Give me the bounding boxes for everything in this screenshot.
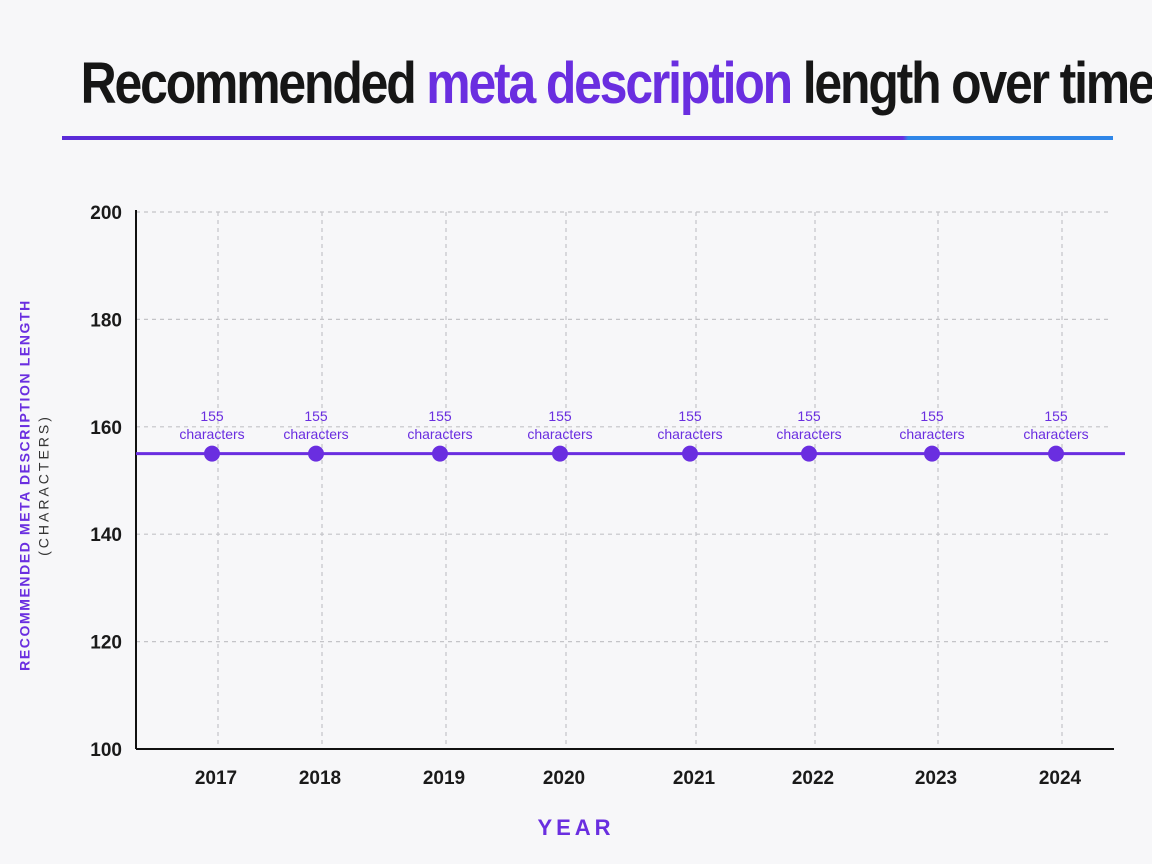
data-label-unit: characters: [899, 426, 964, 442]
data-label-value: 155: [200, 408, 224, 424]
data-label-unit: characters: [657, 426, 722, 442]
y-axis-subtitle: (CHARACTERS): [35, 414, 52, 556]
x-tick-label: 2024: [1039, 768, 1082, 789]
x-tick-label: 2021: [673, 768, 716, 789]
x-tick-label: 2023: [915, 768, 957, 789]
data-point: [204, 445, 220, 462]
x-tick-label: 2020: [543, 768, 585, 789]
x-axis-title: YEAR: [537, 815, 615, 840]
data-label-unit: characters: [1023, 426, 1088, 442]
data-point: [552, 445, 568, 462]
data-label-unit: characters: [527, 426, 592, 442]
data-label-unit: characters: [407, 426, 472, 442]
x-tick-label: 2017: [195, 768, 237, 789]
data-point: [682, 445, 698, 462]
x-tick-label: 2022: [792, 768, 834, 789]
title-underline: [62, 136, 1113, 140]
x-tick-label: 2019: [423, 768, 465, 789]
data-label-value: 155: [428, 408, 452, 424]
data-point: [432, 445, 448, 462]
data-label-unit: characters: [283, 426, 348, 442]
y-tick-label: 140: [90, 525, 122, 546]
title-highlight: meta description: [426, 51, 793, 116]
y-axis-title: RECOMMENDED META DESCRIPTION LENGTH: [16, 299, 33, 671]
y-tick-label: 160: [90, 418, 122, 439]
x-tick-label: 2018: [299, 768, 341, 789]
title-part-2: length over time: [791, 51, 1152, 116]
y-tick-label: 120: [90, 633, 122, 654]
data-label-value: 155: [797, 408, 821, 424]
data-label-value: 155: [920, 408, 944, 424]
data-point: [924, 445, 940, 462]
data-label-value: 155: [678, 408, 702, 424]
data-label-value: 155: [304, 408, 328, 424]
data-label-value: 155: [548, 408, 572, 424]
data-point: [1048, 445, 1064, 462]
data-label-value: 155: [1044, 408, 1068, 424]
data-label-unit: characters: [776, 426, 841, 442]
y-tick-label: 100: [90, 740, 122, 761]
title-part-1: Recommended: [80, 51, 427, 116]
data-point: [801, 445, 817, 462]
data-label-unit: characters: [179, 426, 244, 442]
y-tick-label: 180: [90, 310, 122, 331]
y-tick-label: 200: [90, 203, 122, 224]
chart-title: Recommended meta description length over…: [80, 50, 1152, 117]
data-point: [308, 445, 324, 462]
